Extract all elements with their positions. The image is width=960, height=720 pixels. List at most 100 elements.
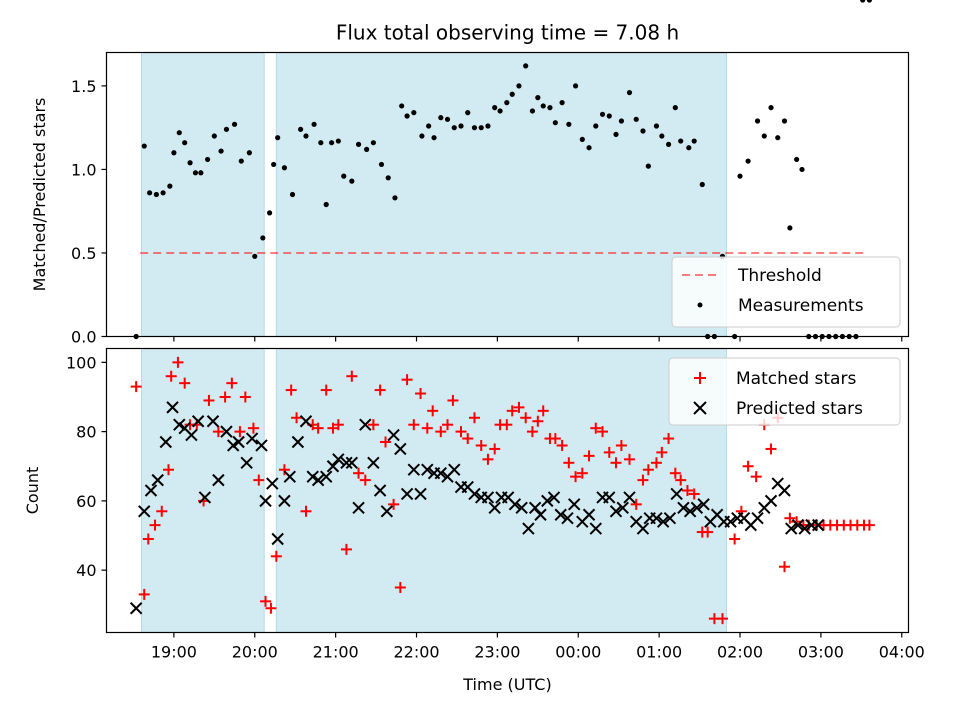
- bottom-observing-windows: [141, 348, 728, 633]
- matched-star-marker: [583, 450, 595, 462]
- predicted-star-marker: [764, 494, 778, 508]
- predicted-star-marker: [359, 418, 372, 431]
- matched-star-marker: [179, 377, 191, 389]
- matched-star-marker: [285, 384, 297, 396]
- x-tick-label: 02:00: [717, 643, 763, 662]
- measurement-point: [529, 108, 536, 114]
- measurement-point: [335, 138, 341, 144]
- matched-star-marker: [520, 412, 532, 424]
- predicted-star-marker: [320, 470, 333, 483]
- predicted-star-marker: [144, 484, 158, 497]
- matched-star-marker: [421, 422, 433, 434]
- predicted-star-marker: [159, 435, 173, 449]
- predicted-star-marker: [528, 501, 542, 515]
- bottom-legend-box: [668, 357, 901, 426]
- predicted-star-marker: [271, 532, 284, 546]
- measurement-point: [599, 111, 606, 117]
- matched-star-marker: [260, 595, 272, 607]
- predicted-star-marker: [151, 473, 164, 487]
- y-tick-label: 0.5: [71, 244, 96, 263]
- matched-star-marker: [212, 426, 224, 438]
- matched-star-marker: [729, 533, 741, 545]
- measurement-point: [411, 110, 417, 116]
- measurement-point: [238, 158, 244, 164]
- matched-star-marker: [291, 412, 303, 424]
- counts-panel: 40 60 80 100 19:00 20:00 21:00 22:00 23:00 00:00…: [23, 347, 925, 694]
- y-tick-label: 100: [66, 353, 97, 372]
- matched-star-marker: [247, 422, 259, 434]
- x-axis: 19:00 20:00 21:00 22:00 23:00 00:00 01:00 02:00…: [151, 632, 925, 662]
- matched-star-marker: [172, 356, 184, 368]
- measurement-point: [691, 138, 697, 144]
- measurement-point: [540, 103, 546, 109]
- measurement-point: [176, 130, 182, 136]
- predicted-star-marker: [561, 512, 574, 525]
- observing-window-band: [275, 52, 728, 337]
- matched-star-marker: [394, 581, 406, 593]
- bottom-legend: Matched stars Predicted stars: [668, 357, 901, 426]
- matched-star-marker: [513, 401, 525, 413]
- measurement-point: [399, 103, 405, 109]
- predicted-star-marker: [421, 463, 434, 476]
- measurement-point: [303, 133, 309, 139]
- measurement-point: [478, 125, 484, 131]
- matched-star-marker: [637, 474, 649, 486]
- predicted-star-marker: [541, 494, 554, 508]
- measurement-point: [504, 100, 510, 106]
- measurement-point: [665, 141, 672, 147]
- measurement-point: [754, 118, 761, 124]
- bottom-y-axis-label: Count: [23, 467, 42, 515]
- matched-star-marker: [408, 419, 420, 431]
- matched-star-marker: [688, 488, 700, 500]
- predicted-star-marker: [166, 401, 179, 414]
- matched-star-marker: [526, 426, 538, 438]
- predicted-star-marker: [326, 460, 340, 473]
- measurement-point: [509, 91, 515, 97]
- predicted-star-marker: [259, 494, 272, 508]
- predicted-star-marker: [138, 505, 151, 518]
- x-tick-label: 21:00: [313, 643, 359, 662]
- top-observing-windows: [141, 52, 728, 337]
- matched-star-marker: [863, 519, 875, 531]
- predicted-star-marker: [778, 484, 791, 497]
- measurement-point: [535, 95, 541, 101]
- measurement-point: [516, 83, 522, 89]
- x-tick-label: 03:00: [798, 643, 844, 662]
- matched-star-marker: [462, 433, 474, 445]
- matched-star-marker: [570, 471, 582, 483]
- measurement-point: [231, 121, 238, 127]
- measurement-point: [768, 105, 774, 111]
- measurement-point: [523, 63, 529, 69]
- measurement-point: [438, 115, 444, 121]
- predicted-star-marker: [340, 456, 353, 469]
- measurement-point: [659, 133, 665, 139]
- predicted-star-marker: [791, 518, 805, 532]
- measurement-point: [799, 166, 805, 173]
- predicted-star-marker: [568, 498, 581, 511]
- matched-star-marker: [388, 498, 400, 510]
- predicted-star-marker: [400, 487, 414, 501]
- matched-star-marker: [130, 381, 142, 393]
- measurement-point: [485, 123, 491, 129]
- predicted-star-marker: [266, 477, 279, 490]
- measurement-point: [787, 225, 793, 231]
- matched-star-marker: [142, 533, 154, 545]
- measurement-point: [593, 123, 599, 129]
- x-tick-label: 20:00: [232, 643, 278, 662]
- measurement-point: [275, 135, 281, 141]
- matched-star-marker: [506, 405, 518, 417]
- matched-star-marker: [415, 388, 427, 400]
- matched-star-marker: [442, 419, 454, 431]
- predicted-star-marker: [240, 456, 253, 469]
- predicted-star-marker: [434, 466, 447, 480]
- measurement-point: [171, 150, 177, 156]
- matched-star-marker: [203, 394, 215, 406]
- matched-star-marker: [778, 561, 790, 573]
- measurement-point: [699, 181, 705, 188]
- predicted-star-marker: [212, 473, 225, 487]
- matched-star-marker: [163, 464, 175, 476]
- measurement-point: [182, 140, 188, 146]
- predicted-star-marker: [232, 435, 245, 449]
- y-tick-label: 80: [76, 423, 96, 442]
- predicted-star-marker: [677, 501, 690, 515]
